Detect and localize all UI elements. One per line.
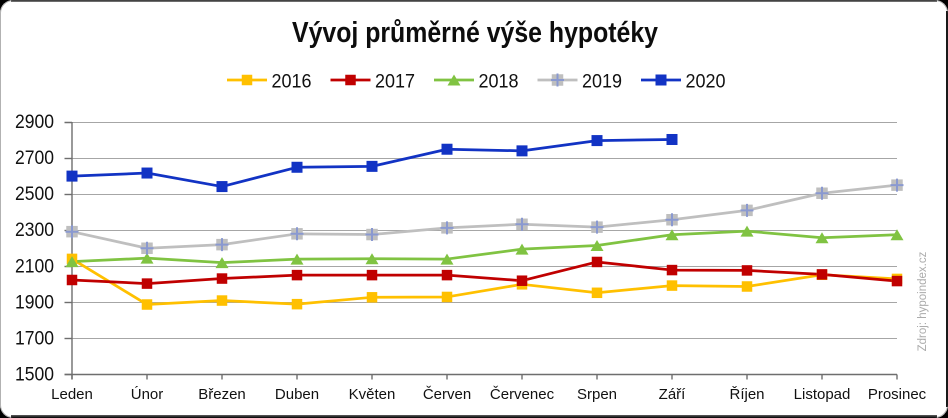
svg-text:1900: 1900 bbox=[15, 291, 54, 313]
svg-text:1700: 1700 bbox=[15, 327, 54, 349]
svg-text:Leden: Leden bbox=[51, 386, 93, 403]
svg-text:Prosinec: Prosinec bbox=[868, 386, 927, 403]
svg-text:2020: 2020 bbox=[686, 70, 726, 92]
svg-text:Duben: Duben bbox=[275, 386, 319, 403]
svg-text:2900: 2900 bbox=[15, 111, 54, 133]
svg-text:Únor: Únor bbox=[131, 386, 164, 403]
svg-text:1500: 1500 bbox=[15, 364, 54, 386]
svg-text:2017: 2017 bbox=[375, 70, 415, 92]
svg-text:Listopad: Listopad bbox=[794, 386, 851, 403]
svg-text:2018: 2018 bbox=[479, 70, 519, 92]
svg-text:Zdroj: hypoindex.cz: Zdroj: hypoindex.cz bbox=[917, 251, 929, 351]
svg-text:Květen: Květen bbox=[349, 386, 396, 403]
svg-text:2500: 2500 bbox=[15, 183, 54, 205]
svg-text:Červenec: Červenec bbox=[490, 386, 555, 403]
svg-text:Říjen: Říjen bbox=[729, 386, 764, 403]
svg-text:Vývoj průměrné výše hypotéky: Vývoj průměrné výše hypotéky bbox=[292, 17, 658, 49]
svg-text:2016: 2016 bbox=[272, 70, 312, 92]
svg-text:2019: 2019 bbox=[582, 70, 622, 92]
svg-text:Září: Září bbox=[659, 386, 687, 403]
svg-text:2100: 2100 bbox=[15, 255, 54, 277]
svg-text:Březen: Březen bbox=[198, 386, 246, 403]
svg-text:2300: 2300 bbox=[15, 219, 54, 241]
svg-text:Srpen: Srpen bbox=[577, 386, 617, 403]
svg-text:Červen: Červen bbox=[423, 386, 471, 403]
svg-text:2700: 2700 bbox=[15, 147, 54, 169]
